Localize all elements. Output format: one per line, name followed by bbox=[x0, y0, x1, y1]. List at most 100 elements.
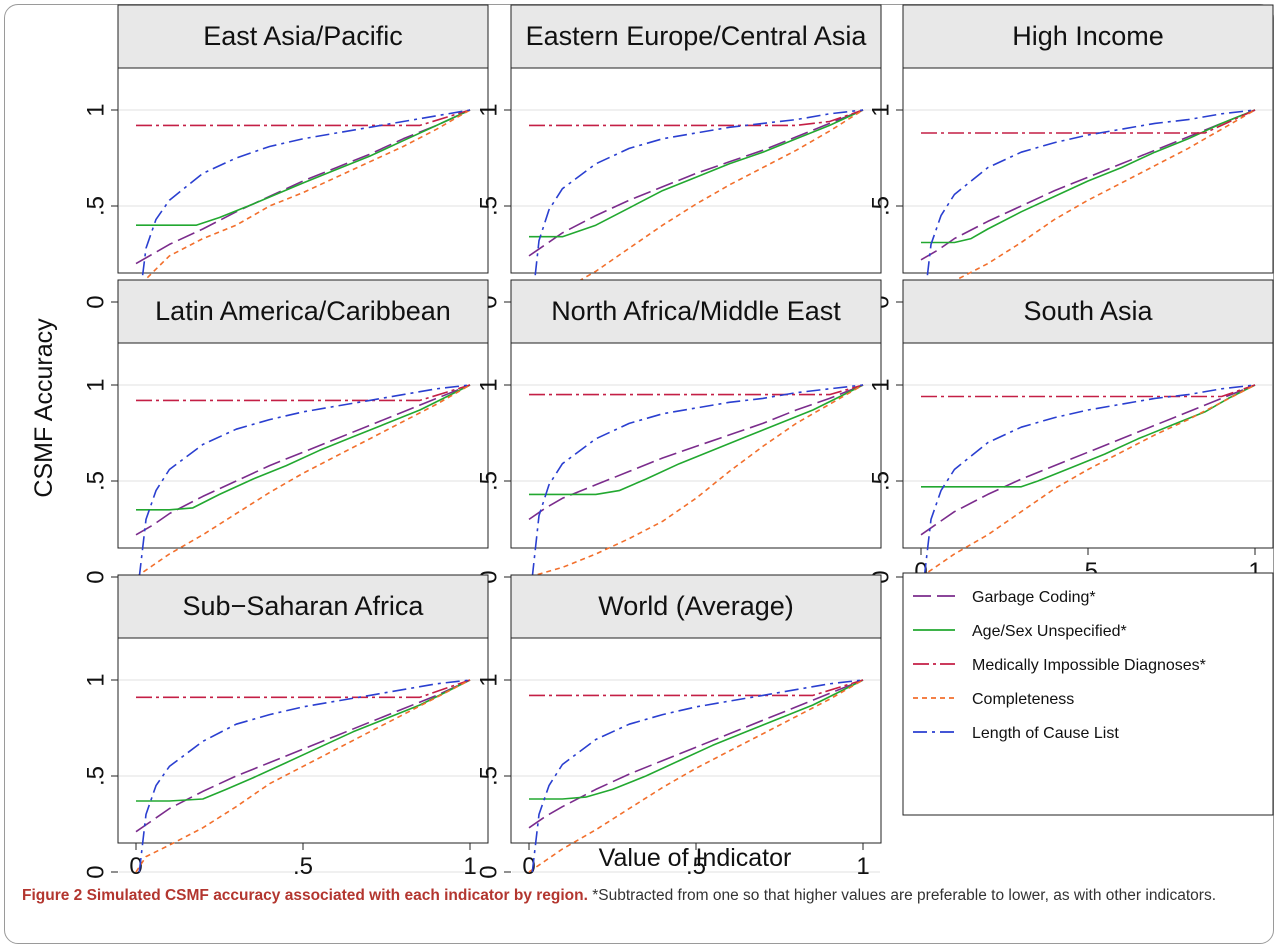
y-tick-label: .5 bbox=[868, 196, 895, 216]
legend-label-agesex: Age/Sex Unspecified* bbox=[972, 623, 1127, 640]
series-line-garbage bbox=[135, 109, 471, 265]
series-line-garbage bbox=[920, 384, 1256, 536]
panel-title: South Asia bbox=[1023, 296, 1153, 326]
y-tick-label: 1 bbox=[868, 103, 895, 116]
y-tick-label: .5 bbox=[476, 766, 503, 786]
panel-title: Eastern Europe/Central Asia bbox=[526, 21, 868, 51]
series-line-garbage bbox=[135, 679, 471, 833]
panel-title: East Asia/Pacific bbox=[203, 21, 403, 51]
panel-8: World (Average) 0 .5 1 0 .5 1 bbox=[476, 574, 882, 880]
series-line-causelist bbox=[531, 679, 864, 873]
series-line-completeness bbox=[528, 384, 864, 578]
legend-label-completeness: Completeness bbox=[972, 691, 1074, 708]
y-tick-label: 1 bbox=[476, 673, 503, 686]
series-line-causelist bbox=[923, 384, 1256, 578]
figure-caption: Figure 2 Simulated CSMF accuracy associa… bbox=[22, 884, 1262, 908]
x-axis-label: Value of Indicator bbox=[599, 844, 792, 872]
y-tick-label: 1 bbox=[83, 378, 110, 391]
series-line-causelist bbox=[138, 109, 471, 303]
panel-strip bbox=[117, 279, 489, 344]
y-tick-label: 1 bbox=[868, 378, 895, 391]
panel-7: Sub−Saharan Africa 0 .5 1 0 .5 1 bbox=[83, 574, 489, 880]
series-line-agesex bbox=[529, 679, 864, 800]
panel-1: East Asia/Pacific 0 .5 1 bbox=[83, 4, 489, 309]
panel-title: Sub−Saharan Africa bbox=[183, 591, 425, 621]
series-line-impossible bbox=[136, 679, 471, 699]
y-tick-label: 0 bbox=[83, 570, 110, 583]
y-tick-label: 0 bbox=[83, 865, 110, 878]
series-line-agesex bbox=[136, 109, 471, 226]
series-line-impossible bbox=[529, 109, 864, 127]
panel-strip bbox=[902, 4, 1274, 69]
panel-strip bbox=[117, 4, 489, 69]
panel-strip bbox=[510, 279, 882, 344]
y-tick-label: 1 bbox=[476, 378, 503, 391]
series-line-garbage bbox=[528, 679, 864, 829]
panel-plot-area bbox=[902, 342, 1274, 549]
legend-label-causelist: Length of Cause List bbox=[972, 725, 1119, 742]
series-line-causelist bbox=[531, 384, 864, 578]
series-line-completeness bbox=[920, 384, 1256, 578]
series-line-impossible bbox=[921, 384, 1256, 398]
y-tick-label: .5 bbox=[83, 196, 110, 216]
series-line-causelist bbox=[923, 109, 1256, 303]
y-tick-label: 1 bbox=[83, 673, 110, 686]
series-line-agesex bbox=[529, 109, 864, 238]
series-line-causelist bbox=[138, 384, 471, 578]
series-line-completeness bbox=[135, 679, 471, 873]
panel-plot-area bbox=[117, 342, 489, 549]
series-line-impossible bbox=[529, 384, 864, 396]
series-line-completeness bbox=[528, 679, 864, 873]
series-line-agesex bbox=[136, 384, 471, 511]
series-line-impossible bbox=[921, 109, 1256, 134]
legend-box bbox=[902, 572, 1274, 816]
panel-3: High Income0.51 bbox=[868, 4, 1274, 309]
series-line-garbage bbox=[920, 109, 1256, 261]
x-tick-label: 1 bbox=[856, 853, 869, 880]
series-line-completeness bbox=[135, 384, 471, 578]
series-line-impossible bbox=[529, 679, 864, 697]
y-tick-label: .5 bbox=[476, 471, 503, 491]
panel-strip bbox=[510, 574, 882, 639]
legend-label-garbage: Garbage Coding* bbox=[972, 589, 1096, 606]
series-line-garbage bbox=[528, 109, 864, 257]
panel-plot-area bbox=[510, 67, 882, 274]
x-tick-label: .5 bbox=[293, 853, 313, 880]
panel-plot-area bbox=[902, 67, 1274, 274]
panel-title: High Income bbox=[1012, 21, 1164, 51]
series-line-agesex bbox=[529, 384, 864, 496]
y-tick-label: 0 bbox=[83, 295, 110, 308]
panel-title: North Africa/Middle East bbox=[551, 296, 841, 326]
x-tick-label: 0 bbox=[129, 853, 142, 880]
y-axis-label: CSMF Accuracy bbox=[30, 318, 58, 498]
panel-title: World (Average) bbox=[598, 591, 794, 621]
series-line-causelist bbox=[138, 679, 471, 873]
y-tick-label: 1 bbox=[83, 103, 110, 116]
caption-note: *Subtracted from one so that higher valu… bbox=[592, 887, 1217, 904]
panel-strip bbox=[117, 574, 489, 639]
x-tick-label: 0 bbox=[522, 853, 535, 880]
y-tick-label: .5 bbox=[83, 766, 110, 786]
panel-plot-area bbox=[510, 637, 882, 844]
series-line-agesex bbox=[921, 109, 1256, 244]
panel-plot-area bbox=[117, 637, 489, 844]
series-line-causelist bbox=[531, 109, 864, 303]
x-tick-label: 1 bbox=[463, 853, 476, 880]
panel-plot-area bbox=[117, 67, 489, 274]
series-line-impossible bbox=[136, 384, 471, 402]
x-tick-label: .5 bbox=[686, 853, 706, 880]
series-line-garbage bbox=[528, 384, 864, 521]
y-tick-label: .5 bbox=[868, 471, 895, 491]
legend: Garbage Coding* Age/Sex Unspecified* Medic… bbox=[902, 572, 1274, 816]
caption-lead: Figure 2 Simulated CSMF accuracy associa… bbox=[22, 887, 588, 904]
panel-strip bbox=[510, 4, 882, 69]
series-line-garbage bbox=[135, 384, 471, 536]
panel-title: Latin America/Caribbean bbox=[155, 296, 451, 326]
panel-plot-area bbox=[510, 342, 882, 549]
panel-strip bbox=[902, 279, 1274, 344]
y-tick-label: .5 bbox=[476, 196, 503, 216]
